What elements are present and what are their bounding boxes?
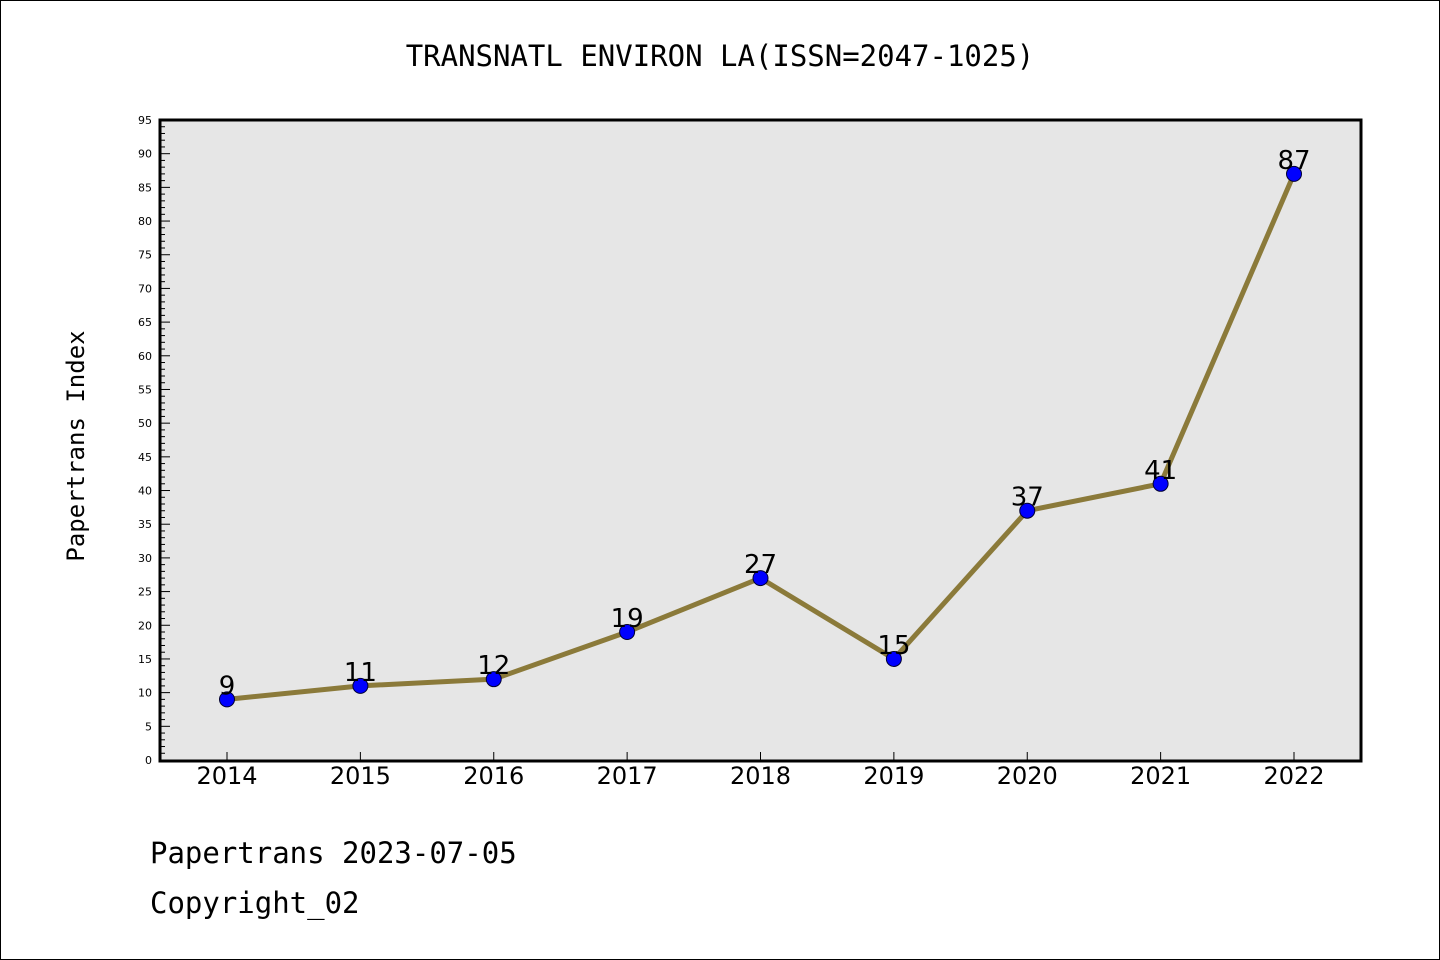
y-tick-label: 40: [138, 485, 152, 498]
y-tick-label: 60: [138, 350, 152, 363]
y-tick-label: 15: [138, 653, 152, 666]
data-point: [352, 677, 369, 694]
y-tick-label: 45: [138, 451, 152, 464]
data-label: 12: [477, 651, 510, 681]
y-axis-ticks: 0 5 10 15 20 25 30 35 40 45 50 55 60 65 70 75 80 85 90 95: [138, 114, 170, 767]
x-tick-label: 2015: [330, 762, 391, 790]
x-tick-label: 2019: [863, 762, 924, 790]
chart-title: TRANSNATL ENVIRON LA(ISSN=2047-1025): [406, 39, 1035, 73]
data-point: [885, 650, 902, 667]
data-point: [1286, 165, 1302, 182]
x-axis-ticks: 2014 2015 2016 2017 2018 2019 2020 2021 2022: [196, 752, 1325, 790]
y-tick-label: 10: [138, 687, 152, 700]
y-tick-label: 80: [138, 215, 152, 228]
footer-copyright: Copyright_02: [150, 886, 360, 920]
y-tick-label: 85: [138, 181, 152, 194]
x-tick-label: 2021: [1130, 762, 1191, 790]
y-tick-label: 30: [138, 552, 152, 565]
x-tick-label: 2017: [597, 762, 658, 790]
y-axis-label: Papertrans Index: [62, 330, 90, 561]
data-label: 19: [611, 604, 644, 634]
footer-date: Papertrans 2023-07-05: [150, 836, 517, 870]
data-point: [1152, 475, 1169, 492]
data-label: 87: [1277, 146, 1310, 176]
data-point: [1019, 502, 1036, 519]
y-tick-label: 5: [145, 720, 152, 733]
data-label: 9: [219, 671, 236, 701]
y-tick-label: 20: [138, 619, 152, 632]
y-tick-label: 35: [138, 518, 152, 531]
data-label: 27: [744, 550, 777, 580]
y-tick-label: 95: [138, 114, 152, 127]
y-tick-label: 25: [138, 586, 152, 599]
y-tick-label: 70: [138, 282, 152, 295]
x-tick-label: 2018: [730, 762, 791, 790]
plot-area: [158, 118, 1363, 763]
y-tick-label: 65: [138, 316, 152, 329]
y-tick-label: 55: [138, 383, 152, 396]
series-group: 9 11 12 19 27 15 37 41 87: [219, 146, 1311, 708]
data-label: 11: [344, 658, 377, 688]
data-point: [619, 624, 636, 640]
data-label: 15: [877, 631, 910, 661]
y-tick-label: 50: [138, 417, 152, 430]
data-label: 41: [1144, 456, 1177, 486]
data-point: [485, 671, 502, 688]
data-point: [752, 570, 769, 587]
x-tick-label: 2014: [196, 762, 257, 790]
y-tick-label: 0: [145, 754, 152, 767]
x-tick-label: 2022: [1263, 762, 1324, 790]
data-point: [219, 691, 235, 708]
y-tick-label: 75: [138, 249, 152, 262]
x-tick-label: 2016: [463, 762, 524, 790]
x-tick-label: 2020: [997, 762, 1058, 790]
y-tick-label: 90: [138, 148, 152, 161]
data-label: 37: [1011, 483, 1044, 513]
